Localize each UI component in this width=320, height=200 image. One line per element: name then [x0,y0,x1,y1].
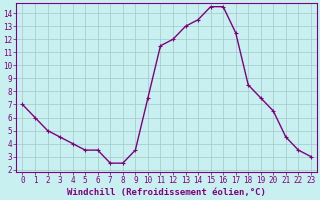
X-axis label: Windchill (Refroidissement éolien,°C): Windchill (Refroidissement éolien,°C) [67,188,266,197]
